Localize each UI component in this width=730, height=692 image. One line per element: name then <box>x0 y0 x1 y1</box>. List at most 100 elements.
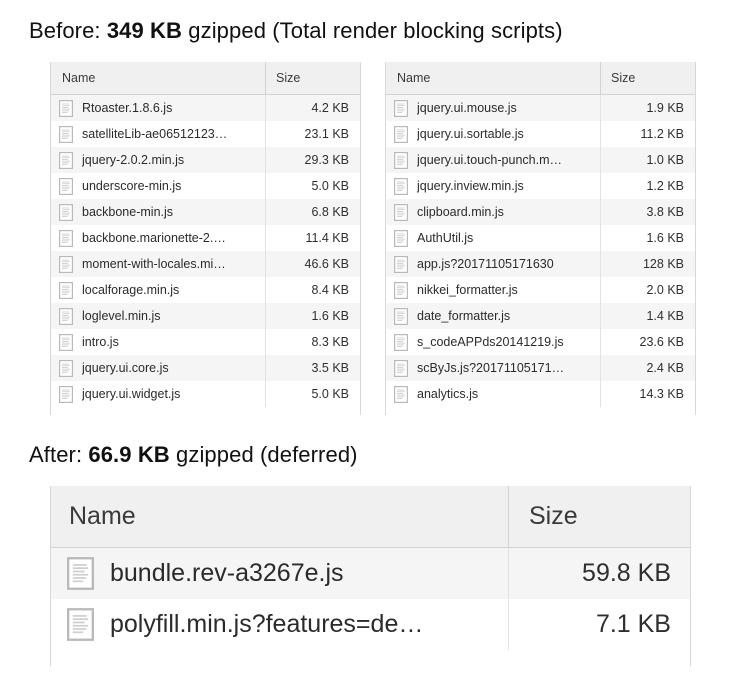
file-name-label: backbone-min.js <box>82 205 174 219</box>
file-document-icon <box>394 307 408 325</box>
table-row[interactable]: jquery.ui.sortable.js 11.2 KB <box>386 121 695 147</box>
file-document-icon <box>67 557 94 590</box>
cell-file-name[interactable]: backbone-min.js <box>51 199 265 225</box>
file-document-icon <box>394 385 408 403</box>
file-name-label: jquery.ui.widget.js <box>82 387 181 401</box>
file-name-label: clipboard.min.js <box>417 205 504 219</box>
table-row[interactable]: analytics.js 14.3 KB <box>386 381 695 407</box>
column-header-name[interactable]: Name <box>69 502 136 530</box>
file-name-label: Rtoaster.1.8.6.js <box>82 101 173 115</box>
after-heading-emphasis: 66.9 KB <box>88 442 170 467</box>
table-row[interactable]: clipboard.min.js 3.8 KB <box>386 199 695 225</box>
file-name-label: polyfill.min.js?features=de… <box>110 610 424 638</box>
cell-file-name[interactable]: loglevel.min.js <box>51 303 265 329</box>
cell-file-name[interactable]: bundle.rev-a3267e.js <box>51 548 508 599</box>
cell-file-size: 23.1 KB <box>265 121 360 147</box>
cell-file-size: 5.0 KB <box>265 173 360 199</box>
file-document-icon <box>59 359 73 377</box>
column-header-name[interactable]: Name <box>397 71 431 85</box>
cell-file-size: 3.8 KB <box>600 199 695 225</box>
table-row[interactable]: backbone.marionette-2.… 11.4 KB <box>51 225 360 251</box>
table-row[interactable]: jquery-2.0.2.min.js 29.3 KB <box>51 147 360 173</box>
cell-file-size: 8.3 KB <box>265 329 360 355</box>
cell-file-name[interactable]: moment-with-locales.mi… <box>51 251 265 277</box>
table-row[interactable]: AuthUtil.js 1.6 KB <box>386 225 695 251</box>
cell-file-name[interactable]: underscore-min.js <box>51 173 265 199</box>
cell-file-size: 128 KB <box>600 251 695 277</box>
cell-file-size: 1.4 KB <box>600 303 695 329</box>
cell-file-name[interactable]: localforage.min.js <box>51 277 265 303</box>
table-row[interactable]: jquery.ui.mouse.js 1.9 KB <box>386 95 695 121</box>
cell-file-size: 8.4 KB <box>265 277 360 303</box>
table-row[interactable]: loglevel.min.js 1.6 KB <box>51 303 360 329</box>
cell-file-name[interactable]: Rtoaster.1.8.6.js <box>51 95 265 121</box>
cell-file-name[interactable]: jquery.ui.core.js <box>51 355 265 381</box>
after-file-table: Name Size bundle.rev-a3267e.js 59.8 KB pol… <box>50 486 691 666</box>
before-left-table-body: Rtoaster.1.8.6.js 4.2 KB satelliteLib-ae06… <box>51 95 360 407</box>
cell-file-name[interactable]: AuthUtil.js <box>386 225 600 251</box>
file-name-label: date_formatter.js <box>417 309 511 323</box>
column-header-name[interactable]: Name <box>62 71 96 85</box>
cell-file-size: 11.4 KB <box>265 225 360 251</box>
cell-file-name[interactable]: jquery.ui.mouse.js <box>386 95 600 121</box>
table-row[interactable]: nikkei_formatter.js 2.0 KB <box>386 277 695 303</box>
table-row[interactable]: localforage.min.js 8.4 KB <box>51 277 360 303</box>
after-heading-prefix: After: <box>29 442 89 467</box>
before-section-heading: Before: 349 KB gzipped (Total render blo… <box>29 18 563 44</box>
cell-file-name[interactable]: jquery.ui.widget.js <box>51 381 265 407</box>
cell-file-size: 1.9 KB <box>600 95 695 121</box>
cell-file-name[interactable]: nikkei_formatter.js <box>386 277 600 303</box>
table-row[interactable]: jquery.ui.core.js 3.5 KB <box>51 355 360 381</box>
table-row[interactable]: date_formatter.js 1.4 KB <box>386 303 695 329</box>
cell-file-name[interactable]: date_formatter.js <box>386 303 600 329</box>
table-row[interactable]: jquery.ui.widget.js 5.0 KB <box>51 381 360 407</box>
file-document-icon <box>394 99 408 117</box>
cell-file-name[interactable]: jquery.inview.min.js <box>386 173 600 199</box>
cell-file-name[interactable]: app.js?20171105171630 <box>386 251 600 277</box>
cell-file-size: 3.5 KB <box>265 355 360 381</box>
file-name-label: jquery-2.0.2.min.js <box>82 153 185 167</box>
cell-file-size: 6.8 KB <box>265 199 360 225</box>
cell-file-name[interactable]: clipboard.min.js <box>386 199 600 225</box>
table-row[interactable]: backbone-min.js 6.8 KB <box>51 199 360 225</box>
table-row[interactable]: Rtoaster.1.8.6.js 4.2 KB <box>51 95 360 121</box>
table-row[interactable]: moment-with-locales.mi… 46.6 KB <box>51 251 360 277</box>
cell-file-size: 59.8 KB <box>508 548 690 599</box>
file-name-label: loglevel.min.js <box>82 309 161 323</box>
cell-file-name[interactable]: jquery.ui.sortable.js <box>386 121 600 147</box>
table-row[interactable]: bundle.rev-a3267e.js 59.8 KB <box>51 548 690 599</box>
table-row[interactable]: app.js?20171105171630 128 KB <box>386 251 695 277</box>
cell-file-size: 1.2 KB <box>600 173 695 199</box>
table-row[interactable]: satelliteLib-ae06512123… 23.1 KB <box>51 121 360 147</box>
cell-file-size: 23.6 KB <box>600 329 695 355</box>
cell-file-name[interactable]: backbone.marionette-2.… <box>51 225 265 251</box>
table-row[interactable]: intro.js 8.3 KB <box>51 329 360 355</box>
cell-file-name[interactable]: satelliteLib-ae06512123… <box>51 121 265 147</box>
table-row[interactable]: s_codeAPPds20141219.js 23.6 KB <box>386 329 695 355</box>
cell-file-name[interactable]: intro.js <box>51 329 265 355</box>
table-row[interactable]: polyfill.min.js?features=de… 7.1 KB <box>51 599 690 650</box>
table-row[interactable]: scByJs.js?20171105171… 2.4 KB <box>386 355 695 381</box>
table-row[interactable]: underscore-min.js 5.0 KB <box>51 173 360 199</box>
cell-file-name[interactable]: scByJs.js?20171105171… <box>386 355 600 381</box>
file-document-icon <box>59 151 73 169</box>
table-row[interactable]: jquery.ui.touch-punch.m… 1.0 KB <box>386 147 695 173</box>
file-document-icon <box>59 229 73 247</box>
cell-file-name[interactable]: analytics.js <box>386 381 600 407</box>
cell-file-size: 14.3 KB <box>600 381 695 407</box>
cell-file-name[interactable]: polyfill.min.js?features=de… <box>51 599 508 650</box>
before-heading-emphasis: 349 KB <box>106 18 183 43</box>
cell-file-name[interactable]: jquery-2.0.2.min.js <box>51 147 265 173</box>
table-header-row: Name Size <box>51 486 690 548</box>
cell-file-name[interactable]: s_codeAPPds20141219.js <box>386 329 600 355</box>
cell-file-size: 1.0 KB <box>600 147 695 173</box>
file-name-label: satelliteLib-ae06512123… <box>82 127 228 141</box>
file-name-label: nikkei_formatter.js <box>417 283 518 297</box>
table-row[interactable]: jquery.inview.min.js 1.2 KB <box>386 173 695 199</box>
before-heading-prefix: Before: <box>29 18 107 43</box>
column-header-size[interactable]: Size <box>265 62 360 94</box>
column-header-size[interactable]: Size <box>508 486 690 547</box>
cell-file-name[interactable]: jquery.ui.touch-punch.m… <box>386 147 600 173</box>
column-header-size[interactable]: Size <box>600 62 695 94</box>
file-document-icon <box>59 307 73 325</box>
